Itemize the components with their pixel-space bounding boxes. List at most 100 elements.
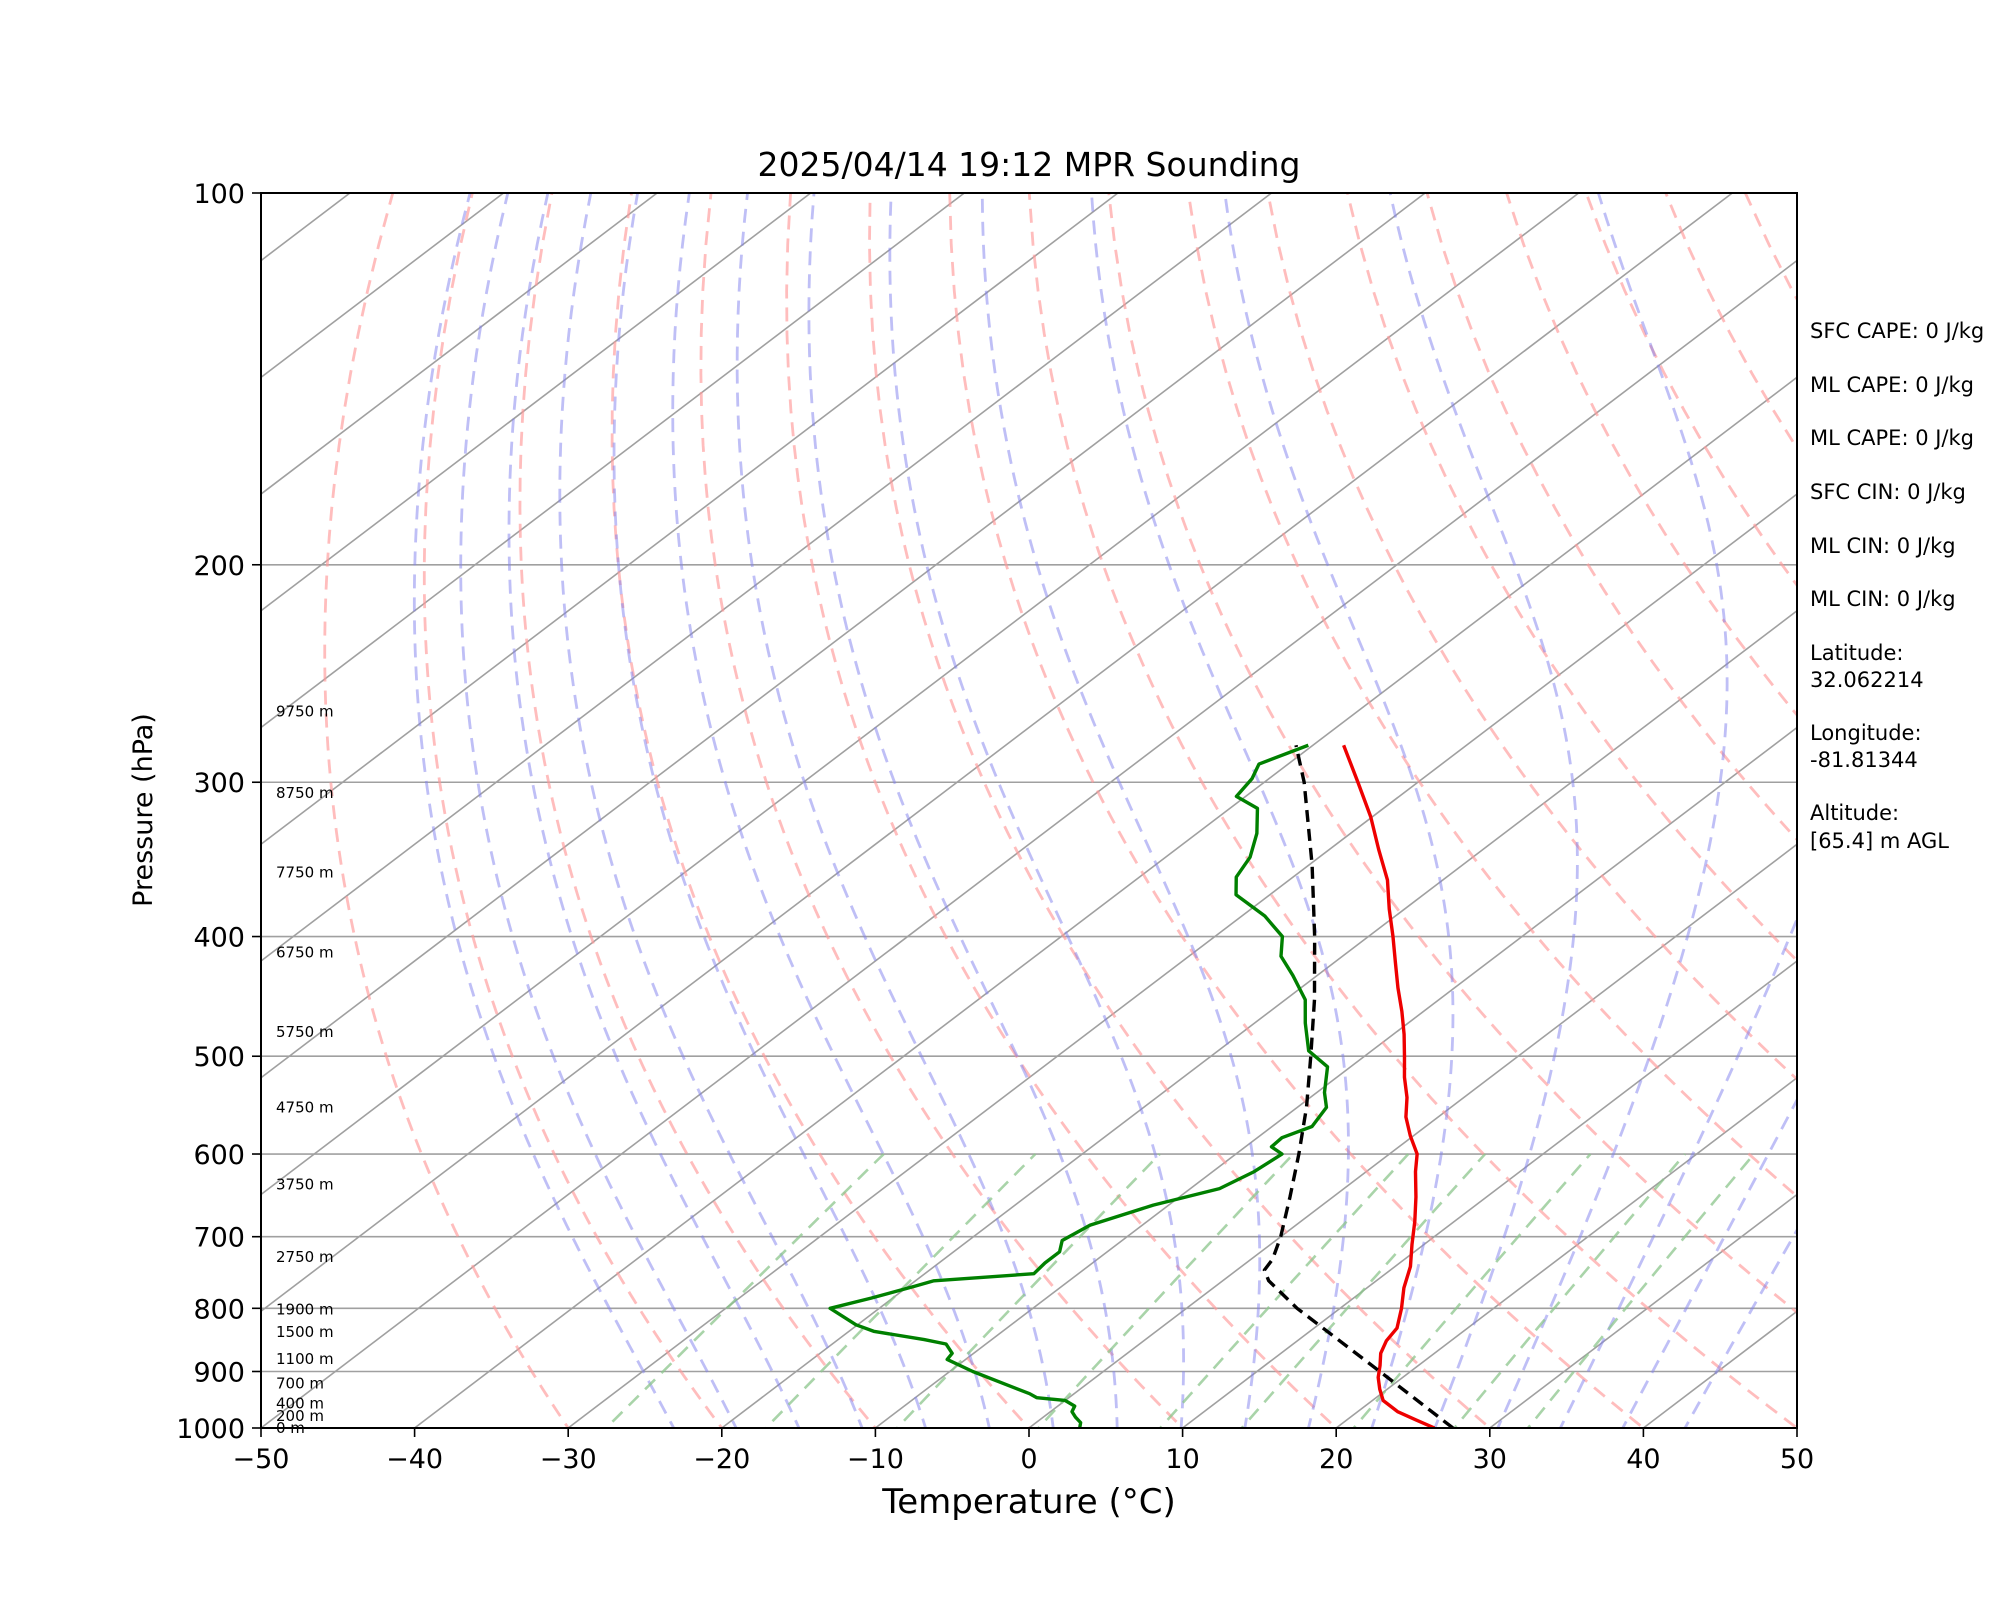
mixing-ratio-line xyxy=(1239,1153,1487,1429)
y-tick-label: 800 xyxy=(193,1294,245,1325)
moist-adiabat-line xyxy=(671,192,991,1429)
moist-adiabat-line xyxy=(1558,912,1798,1429)
moist-adiabat-line xyxy=(507,192,801,1429)
isotherm-line xyxy=(260,192,1582,1197)
height-label: 3750 m xyxy=(276,1175,334,1193)
sounding-stats-panel: SFC CAPE: 0 J/kg ML CAPE: 0 J/kg ML CAPE… xyxy=(1810,319,1984,853)
sounding-profiles xyxy=(828,743,1454,1429)
plot-area xyxy=(260,192,1798,1429)
ml-cin-text: ML CIN: 0 J/kg xyxy=(1810,534,1956,558)
moist-adiabat-line xyxy=(1223,192,1455,1429)
mixing-ratio-line xyxy=(1157,1153,1410,1429)
isotherm-line xyxy=(411,375,1798,1429)
altitude-label: Altitude: xyxy=(1810,801,1899,825)
moist-adiabat-line xyxy=(888,192,1185,1429)
height-label: 9750 m xyxy=(276,703,334,721)
x-tick-label: −50 xyxy=(233,1444,290,1475)
height-label: 1500 m xyxy=(276,1323,334,1341)
height-label: 8750 m xyxy=(276,784,334,802)
y-tick-label: 100 xyxy=(193,179,245,210)
y-tick-label: 600 xyxy=(193,1140,245,1171)
isotherm-line xyxy=(260,258,1798,1429)
altitude-value: [65.4] m AGL xyxy=(1810,829,1949,853)
mixing-ratio-line xyxy=(1351,1153,1592,1429)
dry-adiabat-line xyxy=(610,192,1032,1429)
moist-adiabat-line xyxy=(612,192,928,1429)
latitude-value: 32.062214 xyxy=(1810,668,1924,692)
isotherm-line xyxy=(260,192,1735,1314)
moist-adiabat-line xyxy=(1620,1095,1798,1429)
sfc-cape-text: SFC CAPE: 0 J/kg xyxy=(1810,319,1984,343)
isotherm-line xyxy=(565,492,1798,1429)
x-axis-ticks: −50 −40 −30 −20 −10 0 10 20 30 40 50 xyxy=(233,1428,1814,1475)
moist-adiabat-line xyxy=(459,192,739,1429)
latitude-label: Latitude: xyxy=(1810,641,1904,665)
y-axis-title: Pressure (hPa) xyxy=(128,713,159,907)
isotherm-line xyxy=(1487,1192,1798,1429)
height-label: 1900 m xyxy=(276,1301,334,1319)
x-tick-label: 0 xyxy=(1020,1444,1037,1475)
height-label: 2750 m xyxy=(276,1248,334,1266)
y-tick-label: 200 xyxy=(193,551,245,582)
isotherm-line xyxy=(260,192,1428,1080)
height-label: 0 m xyxy=(276,1419,305,1437)
mixing-ratio-line xyxy=(603,1153,885,1429)
height-label: 400 m xyxy=(276,1394,324,1412)
x-tick-label: −40 xyxy=(386,1444,443,1475)
dry-adiabat-line xyxy=(1505,192,1798,719)
longitude-value: -81.81344 xyxy=(1810,748,1918,772)
dry-adiabat-line xyxy=(1107,192,1798,1315)
dry-adiabat-line xyxy=(868,192,1494,1429)
dry-adiabat-line xyxy=(518,192,879,1429)
height-label: 1100 m xyxy=(276,1350,334,1368)
moist-adiabat-line xyxy=(1388,192,1579,1429)
x-tick-label: −20 xyxy=(693,1444,750,1475)
mixing-ratio-line xyxy=(763,1153,1037,1429)
x-tick-label: 10 xyxy=(1165,1444,1199,1475)
ml-cin-text-second: ML CIN: 0 J/kg xyxy=(1810,587,1956,611)
mixing-ratio-line xyxy=(1035,1153,1295,1429)
dewpoint-profile-line xyxy=(828,743,1330,1429)
moist-adiabat-line xyxy=(1495,192,1729,1429)
dry-adiabat-line xyxy=(785,192,1340,1429)
parcel-profile-line xyxy=(1262,744,1454,1429)
isotherm-line xyxy=(260,192,967,730)
dry-adiabat-line xyxy=(422,192,725,1429)
y-tick-label: 300 xyxy=(193,768,245,799)
longitude-label: Longitude: xyxy=(1810,721,1922,745)
isotherm-line xyxy=(872,725,1798,1429)
ml-cape-text-second: ML CAPE: 0 J/kg xyxy=(1810,426,1974,450)
isotherm-line xyxy=(1333,1076,1798,1429)
dry-adiabat-line xyxy=(1186,192,1798,1199)
mixing-ratio-lines xyxy=(603,1153,1756,1429)
height-label: 7750 m xyxy=(276,864,334,882)
height-label: 200 m xyxy=(276,1407,324,1425)
moist-adiabat-line xyxy=(980,192,1262,1429)
chart-title: 2025/04/14 19:12 MPR Sounding xyxy=(757,145,1300,184)
y-axis-ticks: 100 200 300 400 500 600 700 800 900 1000 xyxy=(176,179,261,1445)
height-label: 4750 m xyxy=(276,1098,334,1116)
x-axis-title: Temperature (°C) xyxy=(881,1482,1175,1522)
dry-adiabat-line xyxy=(1425,192,1798,843)
temperature-profile-line xyxy=(1342,744,1436,1429)
background-grid xyxy=(260,192,1798,1429)
x-tick-label: 40 xyxy=(1626,1444,1660,1475)
dry-adiabat-line xyxy=(948,192,1647,1429)
isotherm-line xyxy=(260,192,660,496)
sfc-cin-text: SFC CIN: 0 J/kg xyxy=(1810,480,1966,504)
height-label: 5750 m xyxy=(276,1023,334,1041)
isotherm-line xyxy=(260,192,1275,963)
x-tick-label: 20 xyxy=(1319,1444,1353,1475)
height-label: 700 m xyxy=(276,1374,324,1392)
x-tick-label: 30 xyxy=(1473,1444,1507,1475)
y-tick-label: 400 xyxy=(193,923,245,954)
moist-adiabat-line xyxy=(807,192,1119,1429)
x-tick-label: −30 xyxy=(540,1444,597,1475)
y-tick-label: 900 xyxy=(193,1357,245,1388)
mixing-ratio-line xyxy=(894,1153,1161,1429)
moist-adiabats xyxy=(412,192,1798,1429)
height-label: 6750 m xyxy=(276,943,334,961)
dry-adiabat-line xyxy=(699,192,1186,1429)
